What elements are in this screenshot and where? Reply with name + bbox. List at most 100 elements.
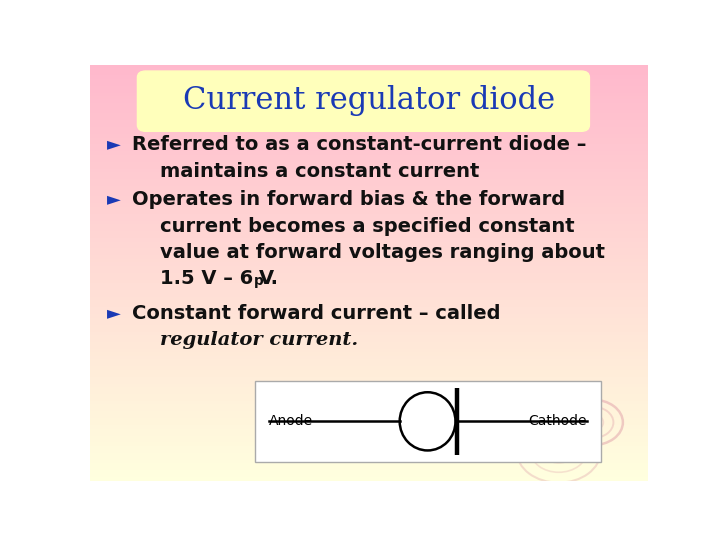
Bar: [90, 197, 648, 200]
Bar: [90, 162, 648, 165]
Bar: [90, 356, 648, 359]
Bar: [90, 259, 648, 262]
Bar: [90, 432, 648, 436]
Bar: [90, 228, 648, 231]
Bar: [90, 342, 648, 346]
Bar: [90, 214, 648, 217]
Text: Anode: Anode: [269, 414, 312, 428]
Bar: [90, 92, 648, 96]
Bar: [90, 89, 648, 92]
Bar: [90, 460, 648, 463]
Bar: [90, 387, 648, 390]
Bar: [90, 134, 648, 138]
Bar: [90, 300, 648, 304]
Bar: [90, 401, 648, 404]
Bar: [90, 262, 648, 266]
Bar: [90, 131, 648, 134]
Bar: [90, 145, 648, 148]
Bar: [90, 165, 648, 168]
Bar: [90, 82, 648, 85]
Bar: [90, 339, 648, 342]
Bar: [90, 273, 648, 276]
Bar: [90, 470, 648, 474]
Bar: [90, 325, 648, 328]
Bar: [90, 72, 648, 75]
Bar: [90, 397, 648, 401]
Bar: [90, 422, 648, 425]
Bar: [90, 283, 648, 287]
Bar: [90, 106, 648, 110]
Bar: [90, 269, 648, 273]
Bar: [90, 138, 648, 141]
Bar: [90, 168, 648, 172]
Bar: [90, 408, 648, 411]
Bar: [90, 141, 648, 145]
Bar: [90, 415, 648, 418]
Bar: [90, 103, 648, 106]
Bar: [90, 204, 648, 207]
Text: Current regulator diode: Current regulator diode: [183, 85, 555, 117]
Text: Constant forward current – called: Constant forward current – called: [132, 305, 500, 323]
Bar: [90, 266, 648, 269]
Bar: [90, 377, 648, 380]
Bar: [90, 449, 648, 453]
Bar: [90, 124, 648, 127]
Bar: [90, 85, 648, 89]
Bar: [90, 65, 648, 68]
Bar: [90, 290, 648, 294]
Bar: [90, 425, 648, 429]
Bar: [90, 429, 648, 432]
Bar: [90, 293, 648, 297]
Text: Referred to as a constant-current diode –: Referred to as a constant-current diode …: [132, 136, 586, 154]
Bar: [90, 234, 648, 238]
Bar: [90, 96, 648, 99]
FancyBboxPatch shape: [138, 71, 590, 131]
Bar: [90, 404, 648, 408]
Bar: [90, 463, 648, 467]
Bar: [90, 380, 648, 383]
Bar: [90, 207, 648, 210]
Bar: [90, 314, 648, 318]
Text: V.: V.: [259, 269, 279, 288]
Bar: [90, 335, 648, 339]
Bar: [90, 318, 648, 321]
Bar: [90, 179, 648, 183]
Bar: [90, 245, 648, 248]
Bar: [90, 68, 648, 72]
Text: ►: ►: [107, 191, 121, 208]
Bar: [90, 151, 648, 155]
Bar: [90, 224, 648, 228]
Bar: [90, 211, 648, 214]
Bar: [90, 280, 648, 283]
Text: 1.5 V – 6: 1.5 V – 6: [160, 269, 253, 288]
Bar: [90, 328, 648, 332]
Bar: [90, 127, 648, 131]
Bar: [90, 332, 648, 335]
Bar: [90, 390, 648, 394]
Text: p: p: [253, 274, 264, 288]
Bar: [90, 255, 648, 259]
Bar: [90, 321, 648, 325]
Bar: [90, 148, 648, 151]
Bar: [255, 381, 600, 462]
Bar: [90, 297, 648, 300]
Bar: [90, 190, 648, 193]
Bar: [90, 383, 648, 387]
Bar: [90, 120, 648, 124]
Bar: [90, 436, 648, 439]
Bar: [90, 155, 648, 158]
Bar: [90, 446, 648, 449]
Bar: [90, 110, 648, 113]
Bar: [90, 176, 648, 179]
Bar: [90, 248, 648, 252]
Bar: [90, 217, 648, 221]
Bar: [90, 311, 648, 314]
Bar: [90, 172, 648, 176]
Bar: [90, 186, 648, 190]
Bar: [90, 158, 648, 162]
Bar: [90, 359, 648, 363]
Text: value at forward voltages ranging about: value at forward voltages ranging about: [160, 243, 605, 262]
Text: Cathode: Cathode: [528, 414, 587, 428]
Bar: [90, 373, 648, 377]
Bar: [90, 79, 648, 82]
